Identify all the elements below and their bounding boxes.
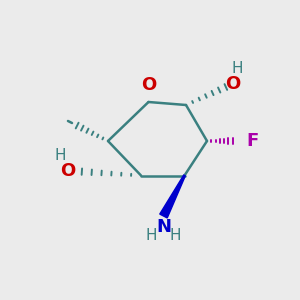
Text: H: H [55,148,66,164]
Text: H: H [231,61,243,76]
Text: O: O [141,76,156,94]
Text: N: N [156,218,171,236]
Polygon shape [160,175,185,218]
Text: H: H [146,228,157,243]
Text: O: O [225,75,240,93]
Text: H: H [170,228,181,243]
Text: O: O [60,162,75,180]
Text: F: F [246,132,258,150]
